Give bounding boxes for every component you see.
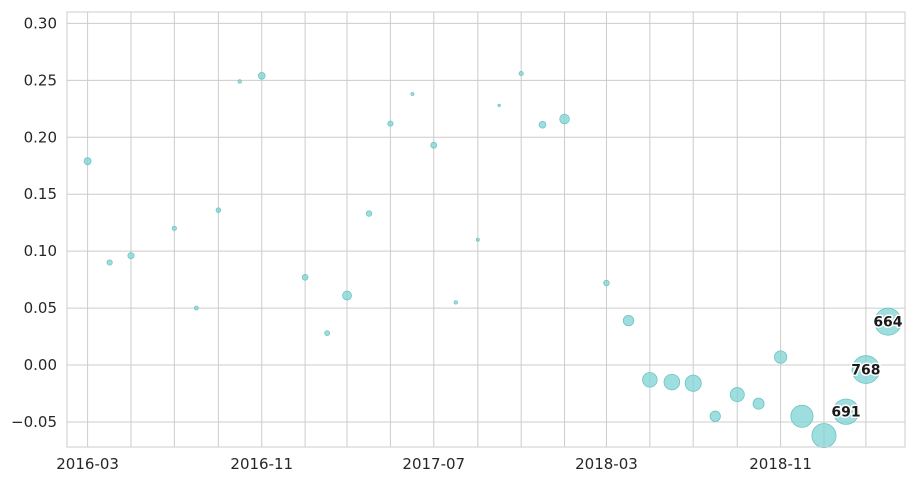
data-point (774, 350, 788, 364)
data-point (663, 373, 681, 391)
data-point (324, 330, 331, 337)
data-point (790, 404, 814, 428)
data-point (410, 92, 415, 96)
x-tick-label: 2018-03 (575, 455, 638, 473)
data-point (538, 120, 547, 129)
data-point (709, 410, 721, 422)
data-point (559, 113, 570, 125)
point-labels: 691 768 664 (830, 313, 904, 422)
data-point (475, 237, 480, 242)
data-point (832, 398, 860, 425)
y-tick-label: 0.05 (24, 299, 57, 317)
data-point (257, 71, 266, 80)
data-point (851, 355, 881, 384)
data-point (603, 279, 610, 287)
data-point (127, 252, 135, 260)
data-point (811, 423, 837, 449)
data-point (497, 103, 501, 108)
data-point (518, 70, 524, 77)
y-tick-label: 0.00 (24, 356, 57, 374)
x-tick-label: 2016-03 (56, 455, 119, 473)
data-point (729, 387, 745, 403)
grid (67, 12, 905, 447)
data-point (684, 374, 702, 392)
data-point (83, 157, 92, 166)
x-tick-label: 2018-11 (749, 455, 812, 473)
data-point (342, 290, 352, 301)
data-point (365, 210, 373, 217)
data-point (622, 314, 635, 327)
data-point (171, 225, 177, 231)
x-tick-label: 2016-11 (230, 455, 293, 473)
point-label: 664 (873, 315, 902, 331)
data-point (752, 397, 765, 410)
data-point (430, 141, 438, 149)
data-point (215, 207, 222, 213)
y-tick-label: 0.20 (24, 128, 57, 146)
data-point (874, 307, 902, 336)
x-tick-label: 2017-07 (402, 455, 465, 473)
x-axis-ticks: 2016-03 2016-11 2017-07 2018-03 2018-11 (56, 455, 812, 473)
data-points (83, 70, 902, 449)
data-point (301, 274, 309, 281)
data-point (193, 305, 199, 311)
y-tick-label: 0.25 (24, 71, 57, 89)
data-point (453, 300, 458, 305)
point-label: 691 (831, 405, 860, 421)
y-axis-ticks: −0.05 0.00 0.05 0.10 0.15 0.20 0.25 0.30 (11, 14, 57, 431)
plot-frame (66, 11, 906, 448)
data-point (642, 372, 658, 388)
y-tick-label: 0.15 (24, 185, 57, 203)
y-tick-label: −0.05 (11, 413, 57, 431)
data-point (387, 120, 394, 127)
data-point (237, 79, 242, 84)
y-tick-label: 0.30 (24, 14, 57, 32)
point-label: 768 (851, 363, 880, 379)
data-point (106, 259, 113, 266)
y-tick-label: 0.10 (24, 242, 57, 260)
